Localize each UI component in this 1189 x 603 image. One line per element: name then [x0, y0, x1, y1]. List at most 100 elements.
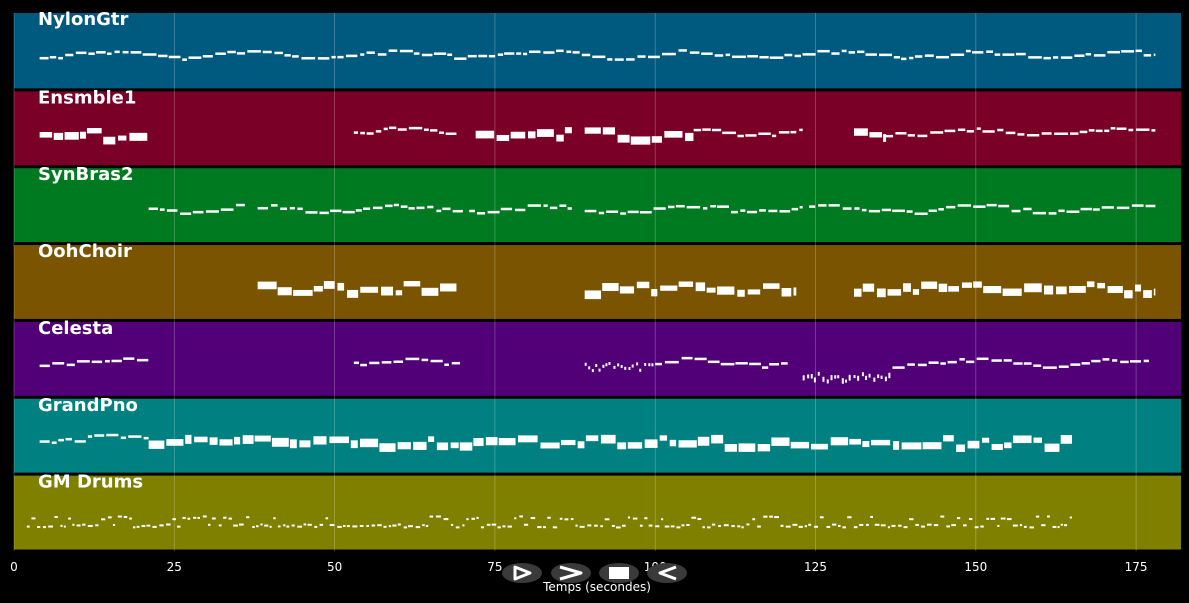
next-button[interactable]	[551, 563, 591, 583]
note	[940, 515, 945, 518]
note	[197, 516, 200, 519]
note	[58, 438, 64, 442]
note	[342, 525, 346, 528]
note	[152, 525, 157, 528]
note	[584, 127, 601, 134]
note	[876, 288, 886, 298]
note	[120, 436, 126, 440]
note	[475, 130, 495, 139]
note	[440, 283, 457, 292]
note	[681, 524, 685, 527]
note	[732, 55, 746, 59]
note	[451, 361, 460, 365]
note	[542, 526, 546, 529]
note	[1006, 518, 1012, 521]
note	[927, 523, 932, 526]
note	[861, 208, 867, 212]
note	[177, 525, 181, 528]
note	[39, 364, 50, 368]
note	[956, 444, 965, 452]
note	[91, 360, 103, 364]
note	[168, 55, 181, 59]
note	[695, 282, 706, 292]
note	[491, 523, 497, 526]
note	[106, 433, 119, 437]
note	[831, 52, 840, 55]
note	[114, 50, 120, 54]
note	[166, 209, 178, 212]
note	[966, 130, 974, 133]
track-label: Celesta	[38, 318, 113, 339]
note	[681, 356, 693, 360]
note	[884, 376, 887, 382]
track-label: SynBras2	[38, 164, 134, 185]
note	[209, 437, 218, 445]
note	[648, 363, 651, 367]
note	[710, 204, 717, 208]
note	[182, 516, 186, 519]
note	[986, 203, 997, 207]
note	[780, 524, 784, 527]
note	[536, 129, 554, 137]
note	[1066, 210, 1080, 213]
note	[956, 517, 961, 520]
note	[1017, 133, 1025, 136]
note	[1002, 288, 1022, 296]
note	[768, 209, 778, 213]
note	[644, 517, 648, 520]
note	[476, 212, 486, 215]
note	[299, 440, 311, 448]
note	[1153, 53, 1156, 57]
note	[223, 516, 227, 519]
note	[111, 359, 122, 363]
note	[88, 52, 95, 55]
note	[142, 53, 157, 56]
note	[1060, 56, 1073, 59]
note	[906, 210, 913, 213]
note	[723, 524, 729, 527]
note	[252, 525, 255, 528]
note	[924, 54, 934, 57]
note	[720, 362, 735, 366]
note	[242, 435, 254, 444]
tracks	[14, 13, 1181, 550]
note	[1013, 362, 1023, 365]
note	[233, 524, 238, 527]
note	[1112, 359, 1118, 362]
note	[980, 525, 984, 528]
note	[274, 51, 283, 55]
note	[179, 212, 192, 215]
note	[205, 210, 219, 213]
note	[95, 524, 99, 527]
note	[632, 517, 638, 520]
note	[895, 132, 907, 135]
note	[853, 526, 858, 529]
note	[94, 434, 105, 437]
note	[421, 53, 433, 57]
note	[870, 515, 873, 518]
note	[722, 131, 736, 135]
note	[883, 134, 887, 142]
note	[737, 289, 745, 297]
note	[107, 52, 112, 55]
play-button[interactable]	[502, 563, 542, 583]
note	[148, 440, 165, 449]
note	[297, 525, 303, 528]
prev-button[interactable]	[647, 563, 687, 583]
note	[647, 55, 660, 59]
note	[790, 441, 810, 449]
note	[798, 525, 803, 528]
stop-button[interactable]	[599, 563, 639, 583]
note	[664, 525, 670, 528]
note	[1047, 515, 1050, 518]
note	[1064, 524, 1068, 527]
note	[613, 365, 616, 369]
note	[620, 212, 627, 215]
note	[1002, 53, 1015, 56]
note	[724, 444, 737, 452]
note	[66, 363, 75, 367]
note	[118, 135, 127, 141]
note	[1134, 284, 1142, 292]
note	[847, 516, 852, 519]
